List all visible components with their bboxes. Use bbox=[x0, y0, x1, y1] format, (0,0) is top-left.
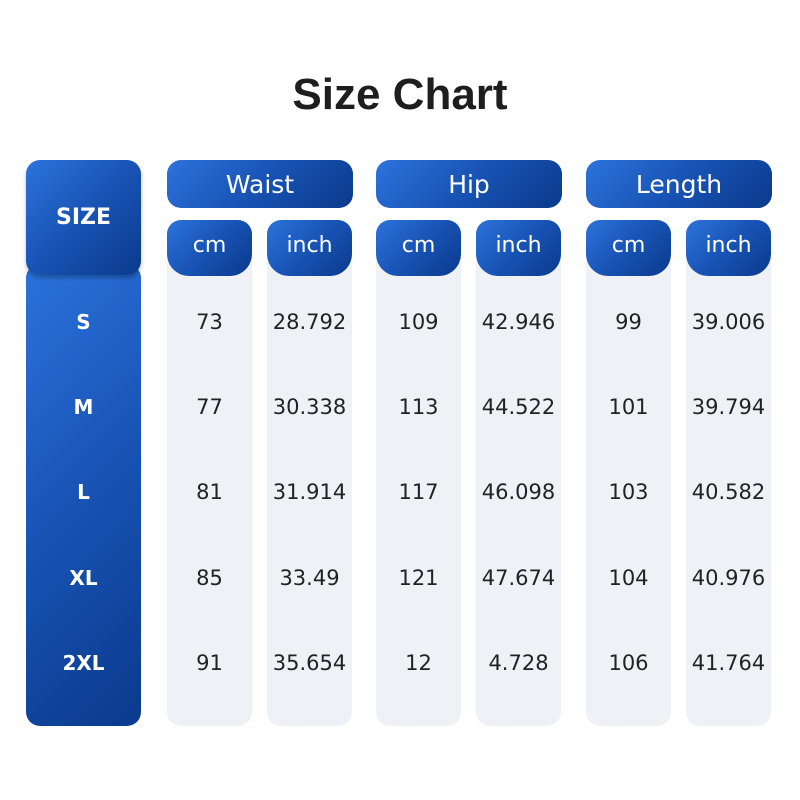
data-column bbox=[167, 250, 252, 726]
cell: 103 bbox=[608, 480, 649, 504]
size-column-body bbox=[26, 264, 141, 726]
size-label: S bbox=[76, 310, 91, 334]
size-label: 2XL bbox=[62, 651, 105, 675]
cell: 39.794 bbox=[691, 395, 766, 419]
cell: 117 bbox=[398, 480, 439, 504]
cell: 35.654 bbox=[272, 651, 347, 675]
cell: 99 bbox=[615, 310, 642, 334]
data-column bbox=[586, 250, 671, 726]
cell: 31.914 bbox=[272, 480, 347, 504]
cell: 40.976 bbox=[691, 566, 766, 590]
size-label: L bbox=[77, 480, 90, 504]
group-header: Waist bbox=[167, 160, 353, 208]
size-label: M bbox=[73, 395, 94, 419]
unit-header: inch bbox=[267, 220, 352, 276]
size-label: XL bbox=[69, 566, 98, 590]
cell: 40.582 bbox=[691, 480, 766, 504]
cell: 30.338 bbox=[272, 395, 347, 419]
title: Size Chart bbox=[292, 70, 508, 119]
cell: 77 bbox=[196, 395, 223, 419]
cell: 121 bbox=[398, 566, 439, 590]
group-header: Hip bbox=[376, 160, 562, 208]
group-header: Length bbox=[586, 160, 772, 208]
unit-header: inch bbox=[686, 220, 771, 276]
unit-header: cm bbox=[376, 220, 461, 276]
data-column bbox=[686, 250, 771, 726]
unit-header: cm bbox=[586, 220, 671, 276]
cell: 12 bbox=[405, 651, 432, 675]
cell: 73 bbox=[196, 310, 223, 334]
cell: 81 bbox=[196, 480, 223, 504]
cell: 46.098 bbox=[481, 480, 556, 504]
cell: 85 bbox=[196, 566, 223, 590]
cell: 109 bbox=[398, 310, 439, 334]
cell: 104 bbox=[608, 566, 649, 590]
cell: 91 bbox=[196, 651, 223, 675]
data-column bbox=[376, 250, 461, 726]
cell: 44.522 bbox=[481, 395, 556, 419]
cell: 101 bbox=[608, 395, 649, 419]
cell: 33.49 bbox=[279, 566, 340, 590]
cell: 41.764 bbox=[691, 651, 766, 675]
cell: 39.006 bbox=[691, 310, 766, 334]
unit-header: inch bbox=[476, 220, 561, 276]
cell: 28.792 bbox=[272, 310, 347, 334]
cell: 106 bbox=[608, 651, 649, 675]
cell: 47.674 bbox=[481, 566, 556, 590]
cell: 4.728 bbox=[488, 651, 549, 675]
data-column bbox=[267, 250, 352, 726]
unit-header: cm bbox=[167, 220, 252, 276]
cell: 113 bbox=[398, 395, 439, 419]
size-header: SIZE bbox=[26, 160, 141, 275]
data-column bbox=[476, 250, 561, 726]
cell: 42.946 bbox=[481, 310, 556, 334]
